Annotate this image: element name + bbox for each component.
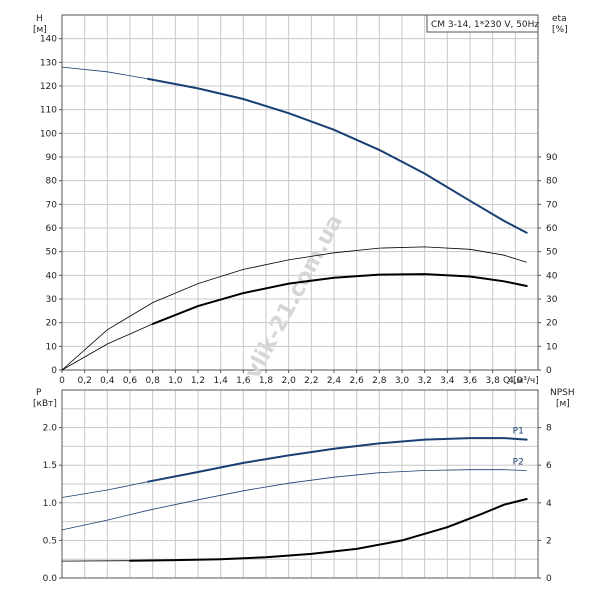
x-tick-label: 0,4 bbox=[100, 376, 115, 386]
y-tick-label: 100 bbox=[40, 129, 57, 139]
y-tick-label: 40 bbox=[46, 271, 58, 281]
y-tick-label: 50 bbox=[46, 248, 58, 258]
p-axis-label: P bbox=[36, 388, 42, 398]
x-tick-label: 3,6 bbox=[463, 376, 478, 386]
x-tick-label: 1,6 bbox=[236, 376, 251, 386]
y2-axis-label: eta bbox=[552, 14, 567, 24]
head-eta_total-curve-thin bbox=[61, 246, 527, 371]
x-tick-label: 3,4 bbox=[440, 376, 455, 386]
power-npsh-curve-thin bbox=[61, 498, 527, 562]
y2-tick-label: 50 bbox=[546, 248, 558, 258]
npsh-tick-label: 2 bbox=[546, 536, 552, 546]
y2-tick-label: 0 bbox=[546, 366, 552, 376]
x-tick-label: 0 bbox=[59, 376, 65, 386]
x-axis-label: Q [м³/ч] bbox=[503, 376, 539, 386]
head-h-curve-thin bbox=[61, 66, 527, 234]
p-tick-label: 1.0 bbox=[43, 499, 58, 509]
npsh-tick-label: 8 bbox=[546, 424, 552, 434]
y-tick-label: 70 bbox=[46, 200, 58, 210]
x-tick-label: 3,0 bbox=[395, 376, 410, 386]
watermark: vlik-21.com.ua bbox=[240, 211, 348, 384]
y-tick-label: 80 bbox=[46, 177, 58, 187]
y-tick-label: 90 bbox=[46, 153, 58, 163]
y2-tick-label: 10 bbox=[546, 342, 558, 352]
legend-label-p1: P1 bbox=[513, 427, 524, 437]
x-tick-label: 1,8 bbox=[259, 376, 274, 386]
y-tick-label: 30 bbox=[46, 295, 58, 305]
x-tick-label: 0,8 bbox=[146, 376, 161, 386]
npsh-axis-unit: [м] bbox=[556, 399, 570, 409]
npsh-tick-label: 0 bbox=[546, 574, 552, 584]
y2-tick-label: 70 bbox=[546, 200, 558, 210]
y2-tick-label: 60 bbox=[546, 224, 558, 234]
y-axis-unit: [м] bbox=[33, 25, 47, 35]
y-tick-label: 20 bbox=[46, 319, 58, 329]
title-box bbox=[426, 14, 539, 33]
p-axis-unit: [кВт] bbox=[33, 399, 57, 409]
y-tick-label: 110 bbox=[40, 106, 57, 116]
y-tick-label: 130 bbox=[40, 58, 57, 68]
y2-tick-label: 20 bbox=[546, 319, 558, 329]
x-tick-label: 2,8 bbox=[372, 376, 387, 386]
x-tick-label: 1,4 bbox=[214, 376, 229, 386]
x-tick-label: 2,6 bbox=[350, 376, 365, 386]
y-tick-label: 0 bbox=[51, 366, 57, 376]
x-tick-label: 3,8 bbox=[486, 376, 501, 386]
power-p1-curve bbox=[147, 437, 528, 483]
head-plot-frame bbox=[61, 14, 539, 371]
head-h-curve bbox=[147, 77, 528, 234]
x-tick-label: 0,6 bbox=[123, 376, 138, 386]
x-tick-label: 2,0 bbox=[282, 376, 297, 386]
y-tick-label: 60 bbox=[46, 224, 58, 234]
y2-tick-label: 90 bbox=[546, 153, 558, 163]
legend-label-p2: P2 bbox=[513, 457, 524, 467]
p-tick-label: 1.5 bbox=[43, 461, 57, 471]
y-axis-label: H bbox=[36, 14, 43, 24]
npsh-tick-label: 6 bbox=[546, 461, 552, 471]
x-tick-label: 0,2 bbox=[78, 376, 92, 386]
y-tick-label: 10 bbox=[46, 342, 58, 352]
chart-title: CM 3-14, 1*230 V, 50Hz bbox=[431, 20, 539, 30]
x-tick-label: 1,0 bbox=[168, 376, 183, 386]
power-plot-frame bbox=[61, 389, 539, 579]
y-tick-label: 120 bbox=[40, 82, 57, 92]
x-tick-label: 1,2 bbox=[191, 376, 205, 386]
p-tick-label: 0.5 bbox=[43, 536, 57, 546]
x-tick-label: 2,4 bbox=[327, 376, 342, 386]
y2-tick-label: 30 bbox=[546, 295, 558, 305]
power-npsh-curve bbox=[129, 498, 528, 562]
y2-tick-label: 40 bbox=[546, 271, 558, 281]
npsh-axis-label: NPSH bbox=[550, 388, 575, 398]
p-tick-label: 0.0 bbox=[43, 574, 58, 584]
power-p2-curve-thin bbox=[61, 469, 527, 531]
y2-axis-unit: [%] bbox=[552, 25, 568, 35]
y2-tick-label: 80 bbox=[546, 177, 558, 187]
p-tick-label: 2.0 bbox=[43, 424, 58, 434]
npsh-tick-label: 4 bbox=[546, 499, 552, 509]
x-tick-label: 2,2 bbox=[304, 376, 318, 386]
x-tick-label: 4,0 bbox=[508, 376, 523, 386]
x-tick-label: 3,2 bbox=[418, 376, 432, 386]
power-p1-curve-thin bbox=[61, 437, 527, 498]
head-eta_pump-curve bbox=[151, 273, 528, 325]
y-tick-label: 140 bbox=[40, 35, 57, 45]
